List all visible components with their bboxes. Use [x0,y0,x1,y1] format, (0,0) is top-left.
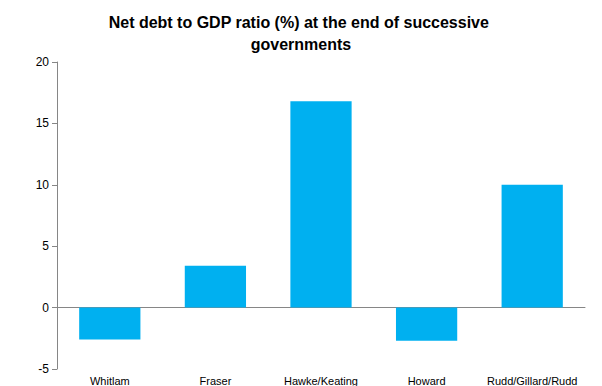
svg-text:Net debt to GDP ratio (%) at t: Net debt to GDP ratio (%) at the end of … [109,14,494,31]
svg-text:0: 0 [42,301,49,315]
svg-text:20: 20 [36,55,50,69]
svg-text:15: 15 [36,116,50,130]
svg-text:-5: -5 [38,362,49,376]
svg-text:Hawke/Keating: Hawke/Keating [284,375,358,386]
svg-text:governments: governments [251,36,352,53]
svg-text:5: 5 [42,239,49,253]
svg-text:Fraser: Fraser [200,375,232,386]
svg-text:Whitlam: Whitlam [90,375,130,386]
svg-text:Howard: Howard [408,375,446,386]
svg-text:Rudd/Gillard/Rudd: Rudd/Gillard/Rudd [487,375,578,386]
svg-text:10: 10 [36,178,50,192]
